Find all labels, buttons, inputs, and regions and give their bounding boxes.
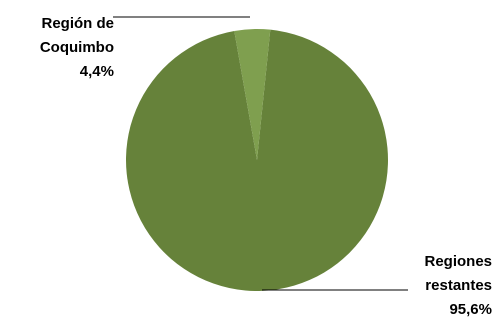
pie-slice (234, 28, 271, 160)
value-label: 95,6% (449, 301, 492, 318)
value-label: 4,4% (79, 63, 114, 80)
slice-label: Regiones restantes 95,6% (392, 250, 492, 322)
slice-label: Región de Coquimbo 4,4% (14, 12, 114, 84)
pie-slice (126, 29, 388, 291)
category-label: Regiones restantes (424, 253, 492, 294)
category-label: Región de Coquimbo (39, 15, 114, 56)
